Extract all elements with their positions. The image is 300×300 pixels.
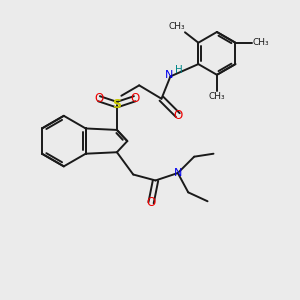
Text: N: N bbox=[174, 168, 182, 178]
Text: N: N bbox=[165, 70, 173, 80]
Text: CH₃: CH₃ bbox=[208, 92, 225, 101]
Text: O: O bbox=[173, 109, 182, 122]
Text: CH₃: CH₃ bbox=[252, 38, 269, 47]
Text: CH₃: CH₃ bbox=[168, 22, 185, 32]
Text: H: H bbox=[175, 65, 183, 76]
Text: O: O bbox=[94, 92, 104, 105]
Text: S: S bbox=[112, 98, 122, 111]
Text: O: O bbox=[146, 196, 156, 209]
Text: O: O bbox=[130, 92, 140, 105]
